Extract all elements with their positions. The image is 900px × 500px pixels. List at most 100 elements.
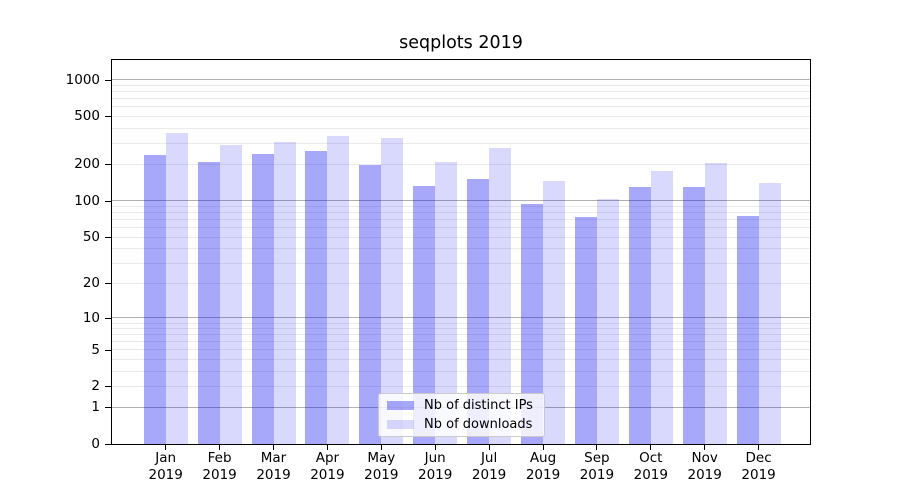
x-tick-label: Nov 2019 <box>687 450 722 483</box>
bar-distinct-ips <box>575 216 597 444</box>
y-tick <box>105 200 111 202</box>
x-tick <box>488 445 490 450</box>
bar-distinct-ips <box>252 154 274 444</box>
bar-distinct-ips <box>198 162 220 444</box>
bar-distinct-ips <box>737 216 759 444</box>
minor-gridline <box>112 106 810 108</box>
x-tick <box>758 445 760 450</box>
minor-gridline <box>112 328 810 330</box>
x-tick-label: Dec 2019 <box>741 450 776 483</box>
x-tick <box>542 445 544 450</box>
x-tick-label: Mar 2019 <box>256 450 291 483</box>
x-tick <box>596 445 598 450</box>
x-tick-label: Jul 2019 <box>471 450 507 483</box>
y-tick-label: 100 <box>74 192 100 209</box>
major-gridline <box>112 200 810 202</box>
x-tick <box>273 445 274 450</box>
bar-downloads <box>759 183 781 444</box>
y-tick <box>105 407 111 409</box>
major-gridline <box>112 79 810 81</box>
y-tick-label: 10 <box>82 309 100 326</box>
x-tick <box>704 445 706 450</box>
bar-downloads <box>705 162 727 444</box>
bar-distinct-ips <box>683 186 705 444</box>
x-tick-label: Feb 2019 <box>202 450 237 483</box>
y-tick-label: 20 <box>82 275 100 292</box>
minor-gridline <box>112 334 810 336</box>
minor-gridline <box>112 98 810 100</box>
minor-gridline <box>112 236 810 238</box>
y-tick <box>105 79 111 81</box>
legend-item-distinct-ips: Nb of distinct IPs <box>387 398 544 413</box>
y-tick-label: 50 <box>82 228 100 245</box>
bar-distinct-ips <box>467 179 489 444</box>
bar-distinct-ips <box>144 155 166 444</box>
bar-distinct-ips <box>521 204 543 444</box>
x-tick-label: Apr 2019 <box>310 450 345 483</box>
legend-label-distinct-ips: Nb of distinct IPs <box>424 398 533 413</box>
minor-gridline <box>112 262 810 264</box>
x-tick <box>326 445 328 450</box>
legend-swatch-downloads <box>387 420 414 429</box>
minor-gridline <box>112 248 810 250</box>
x-tick-label: Jan 2019 <box>148 450 183 483</box>
minor-gridline <box>112 386 810 388</box>
y-tick-label: 0 <box>91 436 100 452</box>
bar-downloads <box>435 161 457 444</box>
x-tick-label: Aug 2019 <box>525 450 561 483</box>
x-tick <box>434 445 436 450</box>
legend: Nb of distinct IPs Nb of downloads <box>378 393 545 437</box>
y-tick <box>105 349 111 351</box>
bar-downloads <box>327 135 349 444</box>
bar-downloads <box>489 148 511 444</box>
legend-swatch-distinct-ips <box>387 401 414 410</box>
minor-gridline <box>112 359 810 361</box>
x-tick <box>219 445 221 450</box>
plot-area: Nb of distinct IPs Nb of downloads <box>111 59 811 445</box>
bar-downloads <box>543 181 565 444</box>
y-tick-label: 500 <box>74 108 100 124</box>
x-tick-label: Sep 2019 <box>579 450 615 483</box>
minor-gridline <box>112 85 810 87</box>
y-tick <box>105 164 111 166</box>
minor-gridline <box>112 341 810 343</box>
minor-gridline <box>112 219 810 221</box>
bar-downloads <box>166 132 188 444</box>
x-tick <box>650 445 652 450</box>
y-tick-label: 2 <box>91 378 100 394</box>
y-tick <box>105 317 111 319</box>
minor-gridline <box>112 205 810 207</box>
y-tick <box>105 444 111 445</box>
minor-gridline <box>112 322 810 324</box>
bar-downloads <box>651 171 673 444</box>
minor-gridline <box>112 283 810 285</box>
minor-gridline <box>112 91 810 93</box>
bar-distinct-ips <box>305 150 327 444</box>
minor-gridline <box>112 127 810 129</box>
x-tick <box>165 445 167 450</box>
y-tick-label: 1000 <box>65 71 100 88</box>
y-tick <box>105 116 111 117</box>
legend-item-downloads: Nb of downloads <box>387 417 544 432</box>
bar-downloads <box>381 137 403 444</box>
bar-downloads <box>597 199 619 444</box>
x-tick-label: Jun 2019 <box>418 450 453 483</box>
y-tick-label: 5 <box>91 341 100 358</box>
x-tick-label: May 2019 <box>364 450 399 483</box>
bar-distinct-ips <box>359 165 381 444</box>
major-gridline <box>112 317 810 319</box>
y-tick <box>105 283 111 285</box>
y-tick-label: 1 <box>91 399 100 416</box>
chart-title: seqplots 2019 <box>399 33 523 53</box>
minor-gridline <box>112 370 810 372</box>
minor-gridline <box>112 227 810 229</box>
minor-gridline <box>112 212 810 214</box>
minor-gridline <box>112 115 810 117</box>
bar-downloads <box>220 144 242 444</box>
minor-gridline <box>112 164 810 166</box>
x-tick <box>380 445 382 450</box>
legend-label-downloads: Nb of downloads <box>424 417 533 432</box>
y-tick <box>105 236 111 238</box>
y-tick-label: 200 <box>74 156 100 173</box>
